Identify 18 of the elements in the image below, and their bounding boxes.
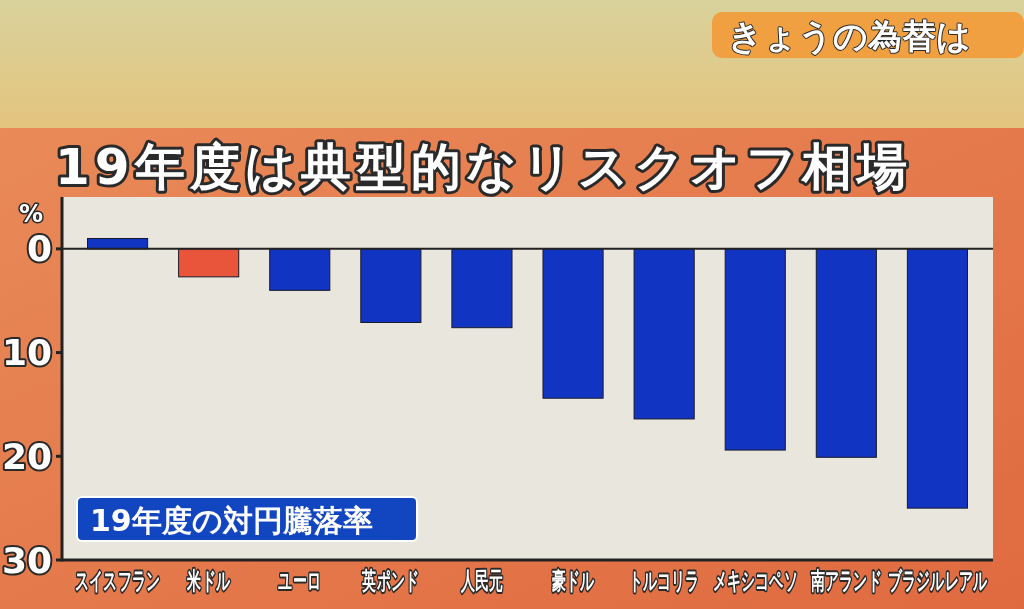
x-tick-label: 南アランド xyxy=(810,566,882,596)
text: きょうの為替は xyxy=(728,16,971,56)
y-tick-label: 20 xyxy=(1,435,52,477)
x-tick-label: トルコリラ xyxy=(628,566,700,596)
x-tick-label: ブラジルレアル xyxy=(887,566,988,596)
x-tick-label: 人民元 xyxy=(459,566,504,596)
y-tick-label: 0 xyxy=(26,228,52,270)
x-tick-label: 英ポンド xyxy=(361,566,420,596)
y-tick-label: 10 xyxy=(1,332,52,374)
x-tick-label: ユーロ xyxy=(278,566,322,596)
x-tick-label: スイスフラン xyxy=(75,566,161,596)
chart-title: 19年度は典型的なリスクオフ相場 xyxy=(55,138,912,196)
x-tick-label: 米ドル xyxy=(186,566,231,596)
y-axis-title: % xyxy=(18,200,44,228)
x-tick-label: 豪ドル xyxy=(551,566,596,596)
annotation: 19年度の対円騰落率 xyxy=(90,503,373,538)
y-tick-label: 30 xyxy=(1,539,52,581)
x-tick-label: メキシコペソ xyxy=(712,566,798,596)
